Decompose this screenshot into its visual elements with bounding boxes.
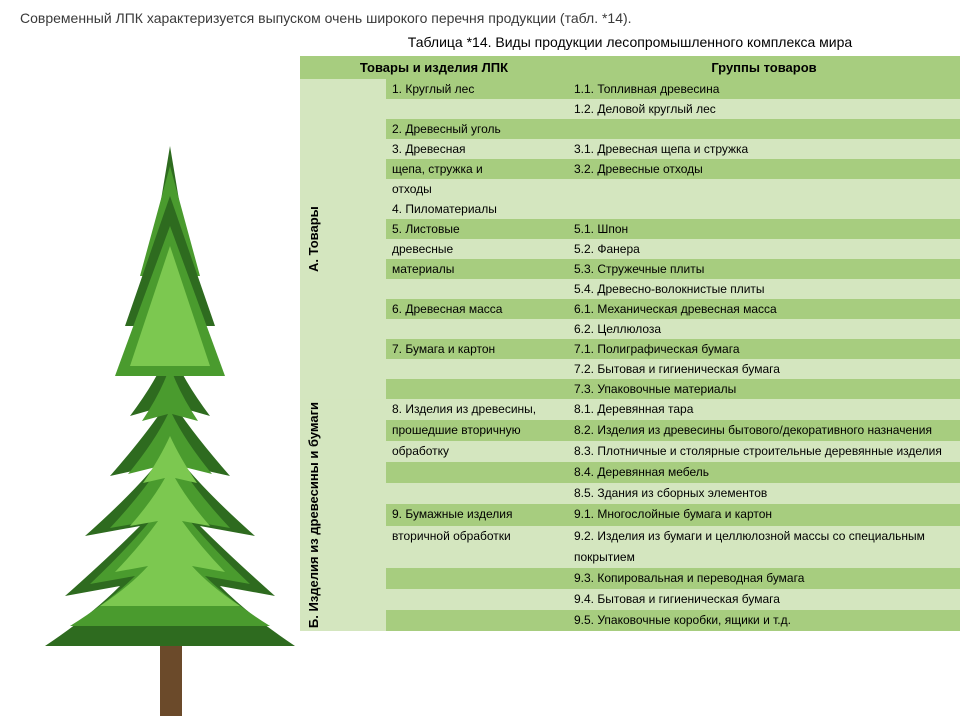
- cell-right: 9.5. Упаковочные коробки, ящики и т.д.: [568, 610, 960, 631]
- cell-left: [386, 279, 568, 299]
- table-row: 7. Бумага и картон7.1. Полиграфическая б…: [300, 339, 960, 359]
- table-row: 9.5. Упаковочные коробки, ящики и т.д.: [300, 610, 960, 631]
- cell-right: 9.4. Бытовая и гигиеническая бумага: [568, 589, 960, 610]
- table-row: 8.4. Деревянная мебель: [300, 462, 960, 483]
- cell-left: 1. Круглый лес: [386, 79, 568, 99]
- table-caption: Таблица *14. Виды продукции лесопромышле…: [320, 34, 940, 50]
- cell-right: [568, 179, 960, 199]
- cell-left: 6. Древесная масса: [386, 299, 568, 319]
- cell-left: [386, 589, 568, 610]
- cell-right: 3.2. Древесные отходы: [568, 159, 960, 179]
- cell-left: обработку: [386, 441, 568, 462]
- table-row: покрытием: [300, 547, 960, 568]
- cell-left: [386, 319, 568, 339]
- table-row: 9. Бумажные изделия9.1. Многослойные бум…: [300, 504, 960, 525]
- intro-text: Современный ЛПК характеризуется выпуском…: [20, 10, 940, 26]
- cell-left: [386, 99, 568, 119]
- table-row: прошедшие вторичную8.2. Изделия из древе…: [300, 420, 960, 441]
- cell-right: 1.2. Деловой круглый лес: [568, 99, 960, 119]
- section-label: А. Товары: [300, 79, 386, 399]
- cell-right: 7.2. Бытовая и гигиеническая бумага: [568, 359, 960, 379]
- cell-right: 6.1. Механическая древесная масса: [568, 299, 960, 319]
- table-row: 9.3. Копировальная и переводная бумага: [300, 568, 960, 589]
- cell-left: 3. Древесная: [386, 139, 568, 159]
- table-row: 8.5. Здания из сборных элементов: [300, 483, 960, 504]
- cell-right: 5.4. Древесно-волокнистые плиты: [568, 279, 960, 299]
- cell-left: [386, 610, 568, 631]
- section-label: Б. Изделия из древесины и бумаги: [300, 399, 386, 631]
- table-row: обработку8.3. Плотничные и столярные стр…: [300, 441, 960, 462]
- cell-right: 8.3. Плотничные и столярные строительные…: [568, 441, 960, 462]
- cell-right: 9.3. Копировальная и переводная бумага: [568, 568, 960, 589]
- tree-illustration: [10, 106, 330, 726]
- cell-right: 5.3. Стружечные плиты: [568, 259, 960, 279]
- cell-left: [386, 462, 568, 483]
- header-col1: Товары и изделия ЛПК: [300, 56, 568, 79]
- cell-right: 8.1. Деревянная тара: [568, 399, 960, 420]
- table-row: 7.2. Бытовая и гигиеническая бумага: [300, 359, 960, 379]
- cell-right: [568, 119, 960, 139]
- cell-right: 9.1. Многослойные бумага и картон: [568, 504, 960, 525]
- cell-right: 8.4. Деревянная мебель: [568, 462, 960, 483]
- cell-left: 4. Пиломатериалы: [386, 199, 568, 219]
- table-row: А. Товары1. Круглый лес1.1. Топливная др…: [300, 79, 960, 99]
- table-row: 5.4. Древесно-волокнистые плиты: [300, 279, 960, 299]
- table-row: 5. Листовые5.1. Шпон: [300, 219, 960, 239]
- cell-right: покрытием: [568, 547, 960, 568]
- cell-right: 7.3. Упаковочные материалы: [568, 379, 960, 399]
- table-row: Б. Изделия из древесины и бумаги8. Издел…: [300, 399, 960, 420]
- cell-right: 8.2. Изделия из древесины бытового/декор…: [568, 420, 960, 441]
- table-row: материалы5.3. Стружечные плиты: [300, 259, 960, 279]
- cell-right: 5.1. Шпон: [568, 219, 960, 239]
- cell-left: 9. Бумажные изделия: [386, 504, 568, 525]
- cell-left: [386, 379, 568, 399]
- cell-right: 1.1. Топливная древесина: [568, 79, 960, 99]
- table-row: 6.2. Целлюлоза: [300, 319, 960, 339]
- cell-left: древесные: [386, 239, 568, 259]
- table-row: щепа, стружка и3.2. Древесные отходы: [300, 159, 960, 179]
- table-row: 3. Древесная3.1. Древесная щепа и стружк…: [300, 139, 960, 159]
- cell-left: 5. Листовые: [386, 219, 568, 239]
- cell-right: 7.1. Полиграфическая бумага: [568, 339, 960, 359]
- cell-left: 2. Древесный уголь: [386, 119, 568, 139]
- cell-right: 3.1. Древесная щепа и стружка: [568, 139, 960, 159]
- cell-left: [386, 483, 568, 504]
- table-row: 6. Древесная масса6.1. Механическая древ…: [300, 299, 960, 319]
- cell-left: 8. Изделия из древесины,: [386, 399, 568, 420]
- products-table: Товары и изделия ЛПК Группы товаров А. Т…: [300, 56, 960, 631]
- cell-left: вторичной обработки: [386, 526, 568, 547]
- table-row: 4. Пиломатериалы: [300, 199, 960, 219]
- cell-right: 9.2. Изделия из бумаги и целлюлозной мас…: [568, 526, 960, 547]
- content-layout: Товары и изделия ЛПК Группы товаров А. Т…: [20, 56, 940, 631]
- cell-right: 6.2. Целлюлоза: [568, 319, 960, 339]
- table-row: 7.3. Упаковочные материалы: [300, 379, 960, 399]
- table-row: древесные5.2. Фанера: [300, 239, 960, 259]
- header-col2: Группы товаров: [568, 56, 960, 79]
- table-row: отходы: [300, 179, 960, 199]
- cell-right: [568, 199, 960, 219]
- cell-left: прошедшие вторичную: [386, 420, 568, 441]
- cell-left: [386, 359, 568, 379]
- table-row: 2. Древесный уголь: [300, 119, 960, 139]
- cell-right: 5.2. Фанера: [568, 239, 960, 259]
- cell-left: 7. Бумага и картон: [386, 339, 568, 359]
- cell-left: [386, 547, 568, 568]
- table-row: вторичной обработки9.2. Изделия из бумаг…: [300, 526, 960, 547]
- cell-right: 8.5. Здания из сборных элементов: [568, 483, 960, 504]
- cell-left: отходы: [386, 179, 568, 199]
- table-row: 1.2. Деловой круглый лес: [300, 99, 960, 119]
- table-row: 9.4. Бытовая и гигиеническая бумага: [300, 589, 960, 610]
- cell-left: [386, 568, 568, 589]
- cell-left: щепа, стружка и: [386, 159, 568, 179]
- table-header-row: Товары и изделия ЛПК Группы товаров: [300, 56, 960, 79]
- cell-left: материалы: [386, 259, 568, 279]
